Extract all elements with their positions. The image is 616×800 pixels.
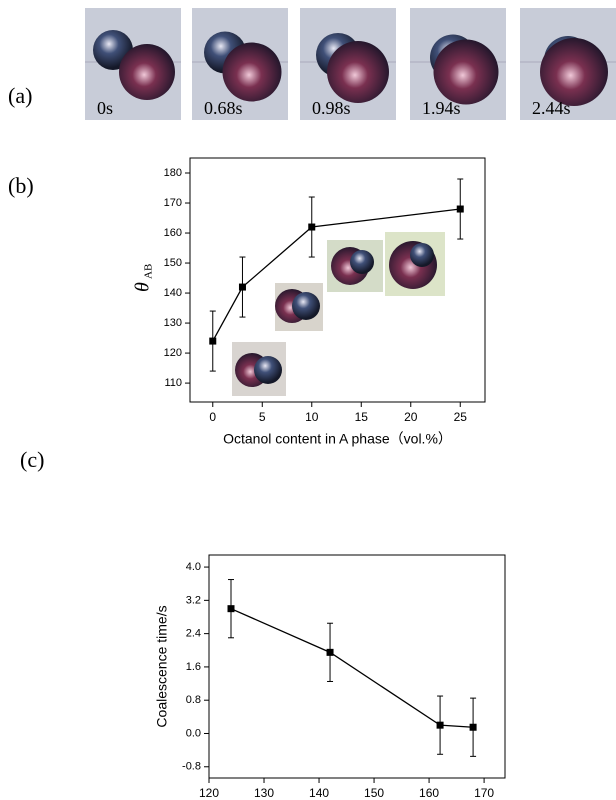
inset-photos	[232, 232, 445, 396]
marker	[227, 605, 235, 613]
x-tick-label: 130	[254, 786, 274, 800]
droplet	[433, 39, 499, 105]
marker	[326, 648, 334, 656]
y-tick-label: -0.8	[182, 761, 201, 773]
panel-label: (b)	[8, 173, 34, 198]
photo-frame: 1.94s	[410, 8, 506, 120]
x-tick-label: 120	[199, 786, 219, 800]
x-tick-label: 140	[309, 786, 329, 800]
frame-label: 0.98s	[312, 98, 351, 118]
x-tick-label: 0	[209, 410, 216, 424]
marker	[456, 205, 464, 213]
y-axis-label-sub: AB	[143, 264, 155, 279]
y-axis-label: θ	[132, 282, 154, 292]
y-tick-label: 0.8	[186, 694, 201, 706]
frame-label: 0s	[97, 98, 113, 118]
x-tick-label: 10	[305, 410, 319, 424]
marker	[436, 721, 444, 729]
y-tick-label: 3.2	[186, 594, 201, 606]
y-axis-label-group: Coalescence time/s	[154, 605, 170, 727]
panel-label: (a)	[8, 83, 32, 108]
y-tick-label: 0.0	[186, 727, 201, 739]
x-tick-label: 160	[419, 786, 439, 800]
y-tick-label: 1.6	[186, 661, 201, 673]
x-tick-label: 20	[404, 410, 418, 424]
y-tick-label: 120	[164, 347, 182, 359]
droplet	[327, 41, 389, 103]
frame-label: 0.68s	[204, 98, 243, 118]
photo-frame: 0s	[85, 8, 181, 120]
plot-frame	[208, 554, 506, 779]
y-tick-label: 140	[164, 287, 182, 299]
marker	[209, 337, 217, 345]
y-tick-label: 160	[164, 227, 182, 239]
y-tick-label: 180	[164, 167, 182, 179]
photo-frame: 0.98s	[300, 8, 396, 120]
x-axis-label: Octanol content in A phase（vol.%）	[223, 431, 452, 447]
droplet	[540, 38, 608, 106]
y-tick-label: 4.0	[186, 561, 201, 573]
photo-frame: 0.68s	[192, 8, 288, 120]
marker	[238, 283, 246, 291]
marker	[308, 223, 316, 231]
y-axis-label-group: θ AB	[132, 264, 155, 292]
y-tick-label: 170	[164, 197, 182, 209]
data-line	[212, 208, 461, 342]
y-tick-label: 110	[164, 377, 182, 389]
frame-label: 2.44s	[532, 98, 571, 118]
x-tick-label: 15	[355, 410, 369, 424]
y-tick-label: 150	[164, 257, 182, 269]
plot-frame	[189, 157, 486, 403]
x-tick-label: 5	[259, 410, 266, 424]
y-axis-label: Coalescence time/s	[154, 605, 170, 727]
y-tick-label: 130	[164, 317, 182, 329]
x-tick-label: 25	[454, 410, 468, 424]
droplet	[222, 42, 282, 102]
data-line	[230, 608, 474, 728]
frame-label: 1.94s	[422, 98, 461, 118]
panel-label: (c)	[20, 447, 44, 472]
x-tick-label: 170	[474, 786, 494, 800]
x-tick-label: 150	[364, 786, 384, 800]
marker	[469, 723, 477, 731]
y-tick-label: 2.4	[186, 628, 201, 640]
photo-frame: 2.44s	[520, 8, 616, 120]
droplet	[119, 44, 175, 100]
